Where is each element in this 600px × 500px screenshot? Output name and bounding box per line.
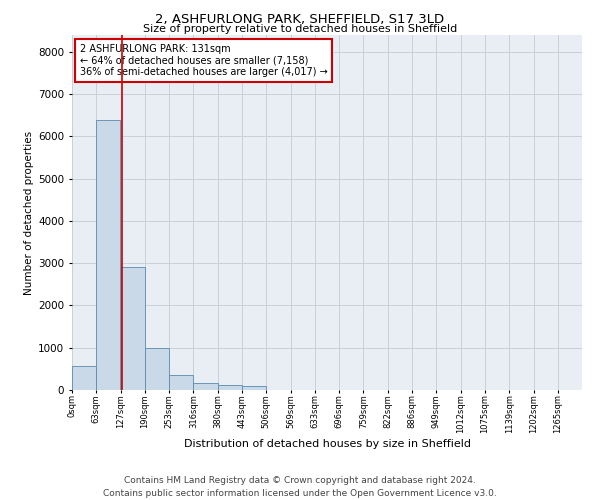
- Bar: [72, 366, 96, 390]
- Bar: [242, 386, 266, 390]
- Y-axis label: Number of detached properties: Number of detached properties: [24, 130, 34, 294]
- Bar: [121, 266, 145, 390]
- X-axis label: Distribution of detached houses by size in Sheffield: Distribution of detached houses by size …: [184, 438, 470, 448]
- Text: Size of property relative to detached houses in Sheffield: Size of property relative to detached ho…: [143, 24, 457, 34]
- Bar: [169, 375, 193, 390]
- Bar: [193, 383, 218, 390]
- Text: Contains HM Land Registry data © Crown copyright and database right 2024.
Contai: Contains HM Land Registry data © Crown c…: [103, 476, 497, 498]
- Bar: [218, 386, 242, 390]
- Text: 2, ASHFURLONG PARK, SHEFFIELD, S17 3LD: 2, ASHFURLONG PARK, SHEFFIELD, S17 3LD: [155, 12, 445, 26]
- Bar: [145, 348, 169, 390]
- Text: 2 ASHFURLONG PARK: 131sqm
← 64% of detached houses are smaller (7,158)
36% of se: 2 ASHFURLONG PARK: 131sqm ← 64% of detac…: [80, 44, 328, 77]
- Bar: [96, 120, 121, 390]
